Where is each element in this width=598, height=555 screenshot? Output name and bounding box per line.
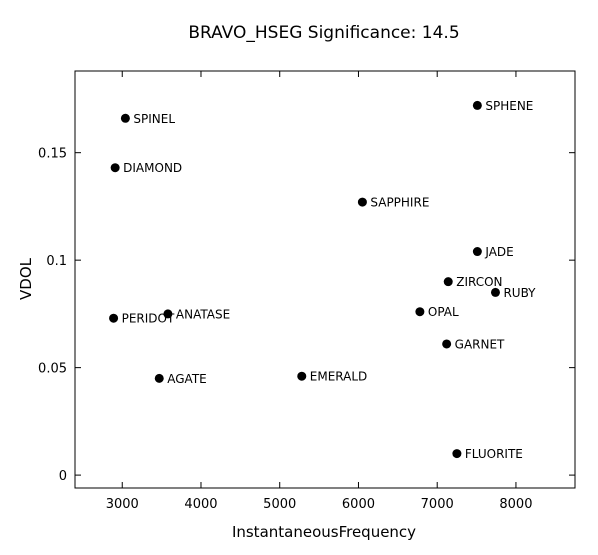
data-point: [109, 313, 119, 323]
data-point: [472, 100, 482, 110]
plot-frame: [74, 70, 576, 489]
data-point-label: SPINEL: [133, 112, 175, 126]
x-tick-label: 3000: [106, 497, 139, 512]
data-point: [443, 277, 453, 287]
data-point: [163, 309, 173, 319]
data-point-label: RUBY: [503, 286, 536, 300]
y-tick-label: 0: [59, 469, 67, 484]
data-point-label: SPHENE: [485, 99, 533, 113]
x-tick-label: 5000: [263, 497, 296, 512]
x-tick-label: 6000: [342, 497, 375, 512]
data-point-label: ANATASE: [176, 307, 230, 321]
x-tick-label: 8000: [499, 497, 532, 512]
y-axis: 0 0.05 0.1 0.15: [38, 147, 575, 484]
data-point: [297, 371, 307, 381]
data-point-label: OPAL: [428, 305, 459, 319]
y-tick-label: 0.15: [38, 147, 67, 162]
y-tick-label: 0.05: [38, 362, 67, 377]
x-axis: 3000 4000 5000 6000 7000 8000: [106, 71, 532, 512]
data-point-label: ZIRCON: [456, 275, 502, 289]
data-point-label: PERIDOT: [122, 312, 175, 326]
data-point-label: FLUORITE: [465, 447, 523, 461]
data-point-label: AGATE: [167, 372, 207, 386]
chart-title: BRAVO_HSEG Significance: 14.5: [188, 23, 459, 43]
y-tick-label: 0.1: [46, 254, 67, 269]
x-tick-label: 4000: [184, 497, 217, 512]
data-point-label: DIAMOND: [123, 161, 182, 175]
data-point-label: EMERALD: [310, 370, 368, 384]
data-point: [490, 287, 500, 297]
data-point-label: GARNET: [455, 337, 505, 351]
data-point: [452, 449, 462, 459]
data-point: [120, 113, 130, 123]
data-point: [472, 247, 482, 257]
data-point: [110, 163, 120, 173]
data-point: [415, 307, 425, 317]
data-point: [154, 373, 164, 383]
data-points: SPINEL SPHENE DIAMOND SAPPHIRE JADE ZIRCONRUB…: [109, 99, 536, 461]
data-point: [357, 197, 367, 207]
y-axis-label: VDOL: [17, 257, 35, 300]
data-point: [442, 339, 452, 349]
x-tick-label: 7000: [421, 497, 454, 512]
x-axis-label: InstantaneousFrequency: [232, 523, 416, 541]
data-point-label: JADE: [484, 245, 513, 259]
data-point-label: SAPPHIRE: [370, 196, 429, 210]
